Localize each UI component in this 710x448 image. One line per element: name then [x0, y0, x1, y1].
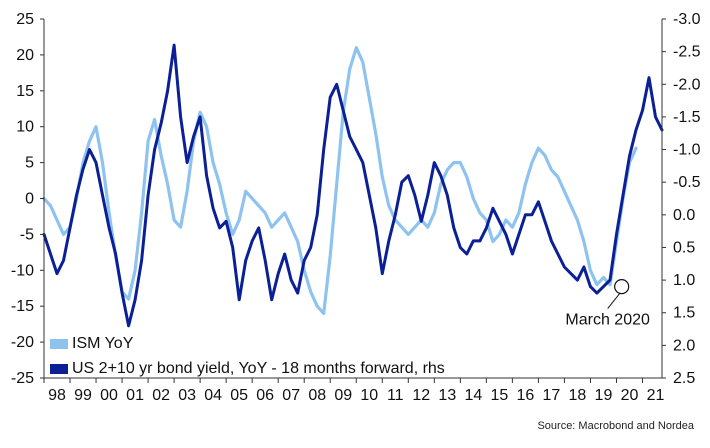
- right-tick-label: -2.0: [673, 76, 701, 93]
- x-tick-label: 18: [569, 387, 587, 404]
- series-line-bond-yield: [42, 43, 664, 328]
- annotations: March 2020: [565, 279, 650, 329]
- x-tick-label: 00: [100, 387, 118, 404]
- x-tick-label: 10: [360, 387, 378, 404]
- left-tick-label: -20: [11, 334, 34, 351]
- x-tick-label: 19: [595, 387, 613, 404]
- right-tick-label: -3.0: [673, 11, 701, 28]
- x-tick-label: 98: [48, 387, 66, 404]
- annotation-label: March 2020: [565, 312, 650, 329]
- left-tick-label: 20: [16, 47, 34, 64]
- x-tick-label: 07: [282, 387, 300, 404]
- legend-swatch: [50, 364, 68, 374]
- right-tick-label: -0.5: [673, 174, 701, 191]
- source-note: Source: Macrobond and Nordea: [537, 420, 694, 432]
- x-tick-label: 20: [621, 387, 639, 404]
- legend-swatch: [50, 339, 68, 349]
- left-tick-label: 15: [16, 83, 34, 100]
- x-tick-label: 16: [516, 387, 534, 404]
- x-tick-label: 14: [464, 387, 482, 404]
- right-tick-label: 1.5: [673, 305, 695, 322]
- legend-label: US 2+10 yr bond yield, YoY - 18 months f…: [72, 360, 445, 377]
- x-axis: 98 99 00 01 02 03 04 05 06 07 08 09 10 11 12 13 14 15 16 17…: [43, 377, 665, 404]
- plot-area: [42, 43, 664, 328]
- right-tick-label: 0.0: [673, 207, 695, 224]
- right-tick-label: 1.0: [673, 272, 695, 289]
- right-y-axis: -3.0 -2.5 -2.0 -1.5 -1.0 -0.5 0.0 0.5 1.0 1.5 2.0 2…: [661, 11, 701, 387]
- right-tick-label: -2.5: [673, 44, 701, 61]
- x-tick-label: 12: [412, 387, 430, 404]
- legend-label: ISM YoY: [72, 335, 134, 352]
- left-tick-label: 25: [16, 11, 34, 28]
- right-tick-label: 2.5: [673, 370, 695, 387]
- left-y-axis: 25 20 15 10 5 0 -5 -10 -15 -20 -25: [11, 11, 45, 387]
- x-tick-label: 03: [178, 387, 196, 404]
- x-tick-label: 15: [490, 387, 508, 404]
- x-tick-label: 17: [543, 387, 561, 404]
- x-tick-label: 02: [152, 387, 170, 404]
- left-tick-label: -5: [20, 226, 34, 243]
- x-tick-label: 04: [204, 387, 222, 404]
- x-tick-label: 08: [308, 387, 326, 404]
- x-tick-label: 21: [647, 387, 665, 404]
- left-tick-label: 0: [25, 191, 34, 208]
- annotation-leader: [607, 293, 621, 309]
- right-tick-label: -1.5: [673, 109, 701, 126]
- x-tick-label: 11: [387, 387, 404, 404]
- left-tick-label: -15: [11, 298, 34, 315]
- x-tick-label: 09: [334, 387, 352, 404]
- x-tick-label: 01: [126, 387, 144, 404]
- x-tick-label: 06: [256, 387, 274, 404]
- right-tick-label: 0.5: [673, 239, 695, 256]
- right-tick-label: 2.0: [673, 337, 695, 354]
- left-tick-label: -10: [11, 262, 34, 279]
- x-tick-label: 99: [74, 387, 92, 404]
- left-tick-label: 10: [16, 119, 34, 136]
- legend: ISM YoY US 2+10 yr bond yield, YoY - 18 m…: [50, 335, 445, 377]
- left-tick-label: -25: [11, 370, 34, 387]
- annotation-circle: [614, 279, 630, 295]
- left-tick-label: 5: [25, 155, 34, 172]
- x-tick-label: 05: [230, 387, 248, 404]
- x-tick-label: 13: [438, 387, 456, 404]
- series-line-ism: [42, 46, 638, 315]
- right-tick-label: -1.0: [673, 142, 701, 159]
